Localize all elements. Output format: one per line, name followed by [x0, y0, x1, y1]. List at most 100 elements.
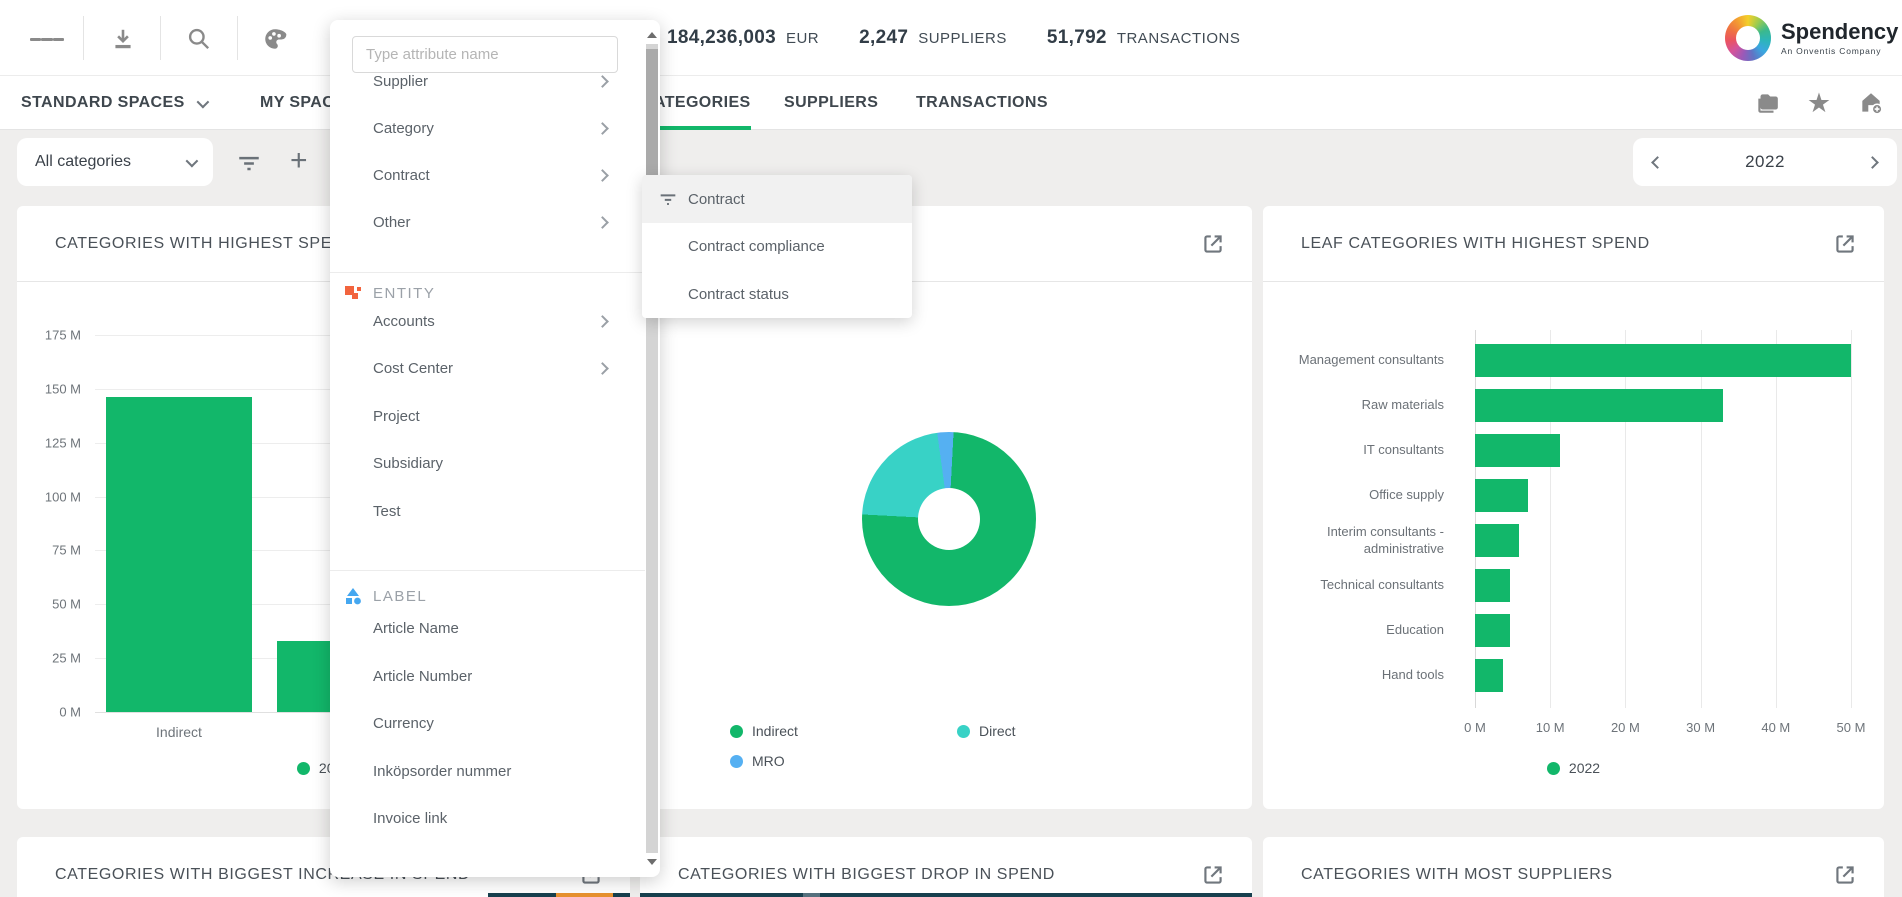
star-icon[interactable]: ★ [1804, 88, 1834, 118]
brand-ring-icon [1725, 15, 1771, 61]
category-label: Management consultants [1263, 338, 1457, 383]
stat-total-spend: 184,236,003 EUR [667, 27, 819, 49]
chart-legend: 2022 [1263, 760, 1884, 776]
y-axis-tick-label: 100 M [17, 489, 81, 504]
legend-label: 2022 [1569, 760, 1600, 776]
stat-value: 184,236,003 [667, 27, 776, 49]
year-selector: 2022 [1633, 138, 1897, 186]
clipped-chart-edge [640, 893, 1252, 897]
menu-item-project[interactable]: Project [330, 392, 645, 440]
category-selector[interactable]: All categories [17, 138, 213, 186]
bar-education[interactable] [1475, 614, 1510, 647]
add-filter-icon[interactable]: + [290, 144, 308, 178]
divider [237, 16, 238, 60]
menu-item-test[interactable]: Test [330, 487, 645, 535]
menu-item-accounts[interactable]: Accounts [330, 297, 645, 345]
legend-item-indirect[interactable]: Indirect [730, 723, 798, 739]
menu-item-label: Currency [373, 715, 434, 732]
tab-transactions[interactable]: TRANSACTIONS [916, 76, 1048, 130]
menu-item-label: Other [373, 214, 411, 231]
submenu-item-contract-status[interactable]: Contract status [642, 270, 912, 318]
category-donut-chart: Indirect Direct MRO [640, 282, 1252, 809]
next-year-icon[interactable] [1866, 156, 1879, 169]
brand-tagline: An Onventis Company [1781, 46, 1898, 56]
stat-transactions: 51,792 TRANSACTIONS [1047, 27, 1240, 49]
card-title: CATEGORIES WITH HIGHEST SPEND [55, 235, 356, 253]
bar-technical-consultants[interactable] [1475, 569, 1510, 602]
y-axis-tick-label: 25 M [17, 651, 81, 666]
donut-chart[interactable] [862, 432, 1036, 606]
chevron-right-icon [596, 315, 609, 328]
legend-dot [1547, 762, 1560, 775]
stat-value: 51,792 [1047, 27, 1107, 49]
menu-item-subsidiary[interactable]: Subsidiary [330, 439, 645, 487]
category-label: Interim consultants - administrative [1263, 518, 1457, 563]
bar-office-supply[interactable] [1475, 479, 1528, 512]
bar-hand-tools[interactable] [1475, 659, 1503, 692]
menu-item-cost-center[interactable]: Cost Center [330, 344, 645, 392]
menu-item-article-number[interactable]: Article Number [330, 652, 645, 700]
chevron-right-icon [596, 216, 609, 229]
bar-indirect[interactable] [106, 397, 252, 712]
search-icon[interactable] [182, 22, 216, 56]
scroll-down-icon[interactable] [647, 859, 657, 865]
brand-logo: Spendency An Onventis Company [1725, 15, 1898, 61]
menu-section-label: LABEL [373, 588, 427, 605]
gridline [1701, 330, 1702, 708]
year-value: 2022 [1745, 152, 1785, 172]
bar-it-consultants[interactable] [1475, 434, 1560, 467]
x-axis-category-label: Indirect [106, 724, 252, 740]
legend-dot [730, 725, 743, 738]
menu-item-currency[interactable]: Currency [330, 699, 645, 747]
nav-right-icons: ★ [1752, 76, 1886, 130]
menu-item-label: Contract [373, 167, 430, 184]
tab-suppliers[interactable]: SUPPLIERS [784, 76, 878, 130]
bar-raw-materials[interactable] [1475, 389, 1723, 422]
hamburger-menu-icon[interactable] [30, 22, 64, 56]
home-add-icon[interactable] [1856, 88, 1886, 118]
menu-item-ink-psorder-nummer[interactable]: Inköpsorder nummer [330, 747, 645, 795]
menu-item-label: Article Number [373, 668, 472, 685]
chevron-down-icon [186, 154, 199, 167]
menu-item-contract[interactable]: Contract [330, 151, 645, 199]
menu-item-invoice-link[interactable]: Invoice link [330, 794, 645, 842]
open-in-new-icon[interactable] [1832, 862, 1858, 888]
palette-icon[interactable] [258, 22, 292, 56]
folders-icon[interactable] [1752, 88, 1782, 118]
card-most-suppliers: CATEGORIES WITH MOST SUPPLIERS [1263, 837, 1884, 897]
open-in-new-icon[interactable] [1200, 862, 1226, 888]
kpi-stats: 184,236,003 EUR 2,247 SUPPLIERS 51,792 T… [667, 0, 1240, 76]
category-label: Hand tools [1263, 653, 1457, 698]
legend-dot [297, 762, 310, 775]
filter-icon[interactable] [236, 150, 262, 176]
category-label: Raw materials [1263, 383, 1457, 428]
card-header: CATEGORIES WITH MOST SUPPLIERS [1263, 837, 1884, 897]
submenu-item-contract-compliance[interactable]: Contract compliance [642, 223, 912, 270]
bar-interim-consultants-administrative[interactable] [1475, 524, 1519, 557]
submenu-item-contract[interactable]: Contract [642, 175, 912, 223]
scroll-up-icon[interactable] [647, 32, 657, 38]
menu-item-label: Inköpsorder nummer [373, 763, 511, 780]
divider [83, 16, 84, 60]
y-axis-tick-label: 150 M [17, 381, 81, 396]
legend-item-direct[interactable]: Direct [957, 723, 1016, 739]
menu-item-supplier[interactable]: Supplier [330, 57, 645, 105]
menu-scrollbar [645, 24, 659, 873]
bar-management-consultants[interactable] [1475, 344, 1851, 377]
menu-item-other[interactable]: Other [330, 198, 645, 246]
clipped-chart-edge [488, 893, 630, 897]
standard-spaces-menu[interactable]: STANDARD SPACES [21, 76, 206, 130]
open-in-new-icon[interactable] [1832, 231, 1858, 257]
menu-item-label: Supplier [373, 73, 428, 90]
open-in-new-icon[interactable] [1200, 231, 1226, 257]
previous-year-icon[interactable] [1651, 156, 1664, 169]
submenu-item-label: Contract status [688, 286, 789, 303]
x-axis-tick-label: 0 M [1445, 720, 1505, 735]
scrollbar-track[interactable] [646, 44, 658, 853]
legend-item-mro[interactable]: MRO [730, 753, 785, 769]
stat-value: 2,247 [859, 27, 908, 49]
gridline [1550, 330, 1551, 708]
download-icon[interactable] [106, 22, 140, 56]
menu-item-category[interactable]: Category [330, 104, 645, 152]
menu-item-article-name[interactable]: Article Name [330, 604, 645, 652]
